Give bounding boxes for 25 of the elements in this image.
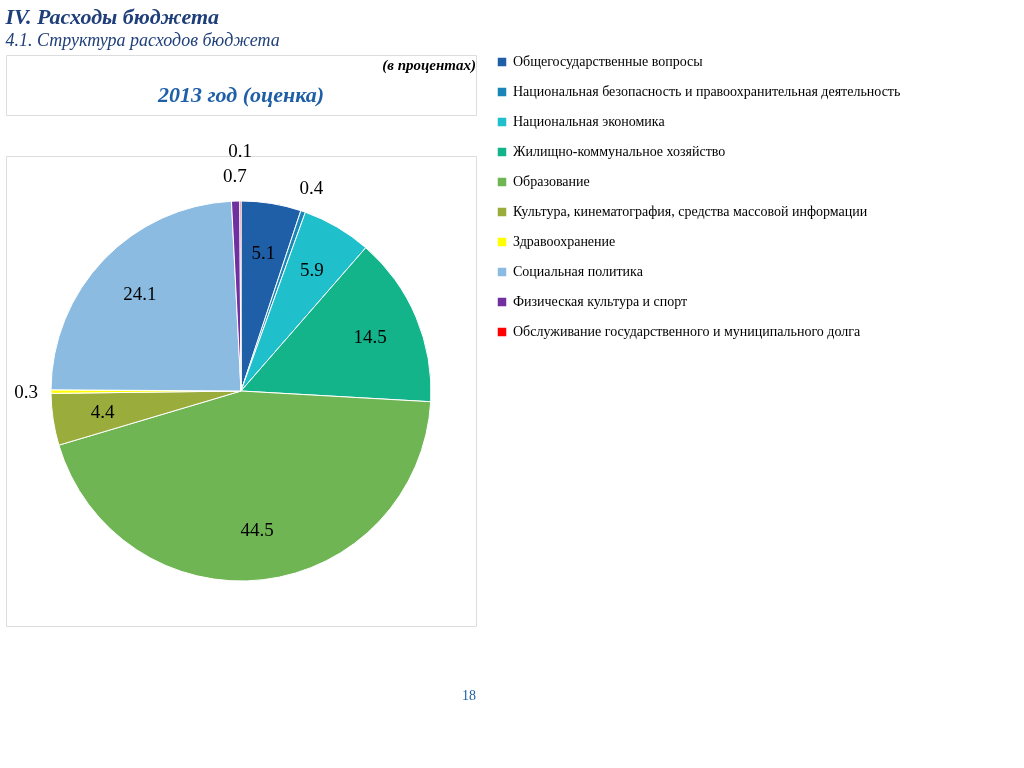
data-label: 5.9 xyxy=(300,259,324,281)
legend-label: Национальная экономика xyxy=(513,114,666,129)
legend-label: Общегосударственные вопросы xyxy=(513,54,704,69)
data-label: 0.4 xyxy=(299,176,324,198)
chart-subtitle: 4.1. Структура расходов бюджета xyxy=(5,29,280,50)
legend-label: Национальная безопасность и правоохранительная деятельность xyxy=(513,84,901,99)
legend-label: Культура, кинематография, средства массовой информации xyxy=(513,204,868,219)
data-label: 14.5 xyxy=(353,325,387,347)
chart-title: IV. Расходы бюджета xyxy=(4,3,220,29)
data-label: 5.1 xyxy=(251,241,276,263)
text: 2013 год (оценка) xyxy=(156,82,325,107)
data-label: 0.3 xyxy=(14,380,38,402)
legend-label: Обслуживание государственного и муниципального долга xyxy=(513,324,861,339)
data-label: 4.4 xyxy=(90,401,115,423)
legend-label: Жилищно-коммунальное хозяйство xyxy=(513,144,726,159)
legend-label: Физическая культура и спорт xyxy=(513,294,688,309)
text: 18 xyxy=(462,688,476,703)
data-label: 24.1 xyxy=(123,283,157,305)
data-label: 0.7 xyxy=(223,165,247,187)
legend-label: Социальная политика xyxy=(513,264,644,279)
legend-label: Здравоохранение xyxy=(513,234,616,249)
data-label: 0.1 xyxy=(228,140,253,161)
legend-label: Образование xyxy=(513,174,590,189)
data-label: 44.5 xyxy=(240,519,274,541)
text: (в процентах) xyxy=(382,57,476,74)
